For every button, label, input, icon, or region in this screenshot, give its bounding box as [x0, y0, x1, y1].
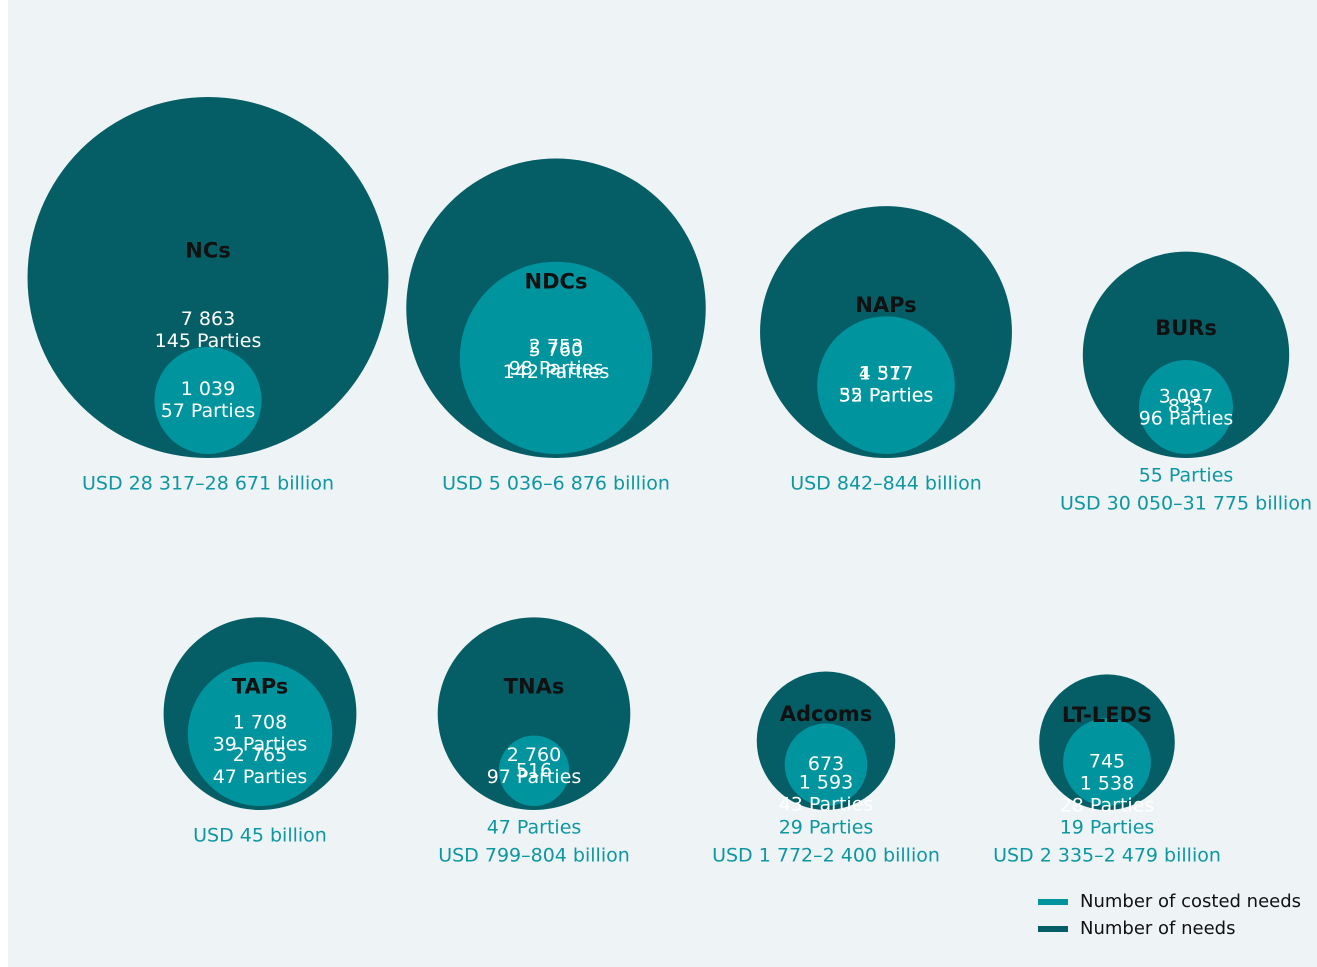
- legend-label: Number of needs: [1080, 918, 1235, 939]
- needs-label: 7 863: [181, 308, 235, 330]
- legend-swatch: [1038, 899, 1068, 905]
- cost-label: USD 799–804 billion: [438, 845, 630, 867]
- costed-bubble: [187, 661, 333, 807]
- needs-bubble: [27, 97, 389, 459]
- costed-bubble: [817, 316, 955, 454]
- needs-label: 3 097: [1159, 385, 1213, 407]
- costed-bubble: [498, 735, 570, 806]
- needs-label: 4 317: [859, 363, 913, 385]
- needs-label: 2 760: [507, 744, 561, 766]
- costed-label: 1 708: [233, 711, 287, 733]
- costed-parties: 57 Parties: [161, 400, 256, 422]
- costed-parties: 55 Parties: [1139, 465, 1234, 487]
- cost-label: USD 45 billion: [193, 825, 327, 847]
- category-title: NAPs: [855, 293, 916, 317]
- cost-label: USD 30 050–31 775 billion: [1060, 493, 1312, 515]
- costed-label: 1 039: [181, 378, 235, 400]
- costed-bubble: [459, 261, 653, 454]
- needs-label: 5 760: [529, 339, 583, 361]
- needs-bubble: [1082, 251, 1290, 458]
- costed-label: 835: [1168, 396, 1204, 418]
- needs-parties: 97 Parties: [487, 766, 582, 788]
- category-title: LT-LEDS: [1062, 703, 1152, 727]
- costed-label: 516: [516, 759, 552, 781]
- needs-parties: 47 Parties: [213, 766, 308, 788]
- costed-label: 745: [1089, 751, 1125, 773]
- costed-bubble: [784, 723, 868, 806]
- costed-bubble: [1063, 718, 1151, 806]
- cost-label: USD 28 317–28 671 billion: [82, 473, 334, 495]
- category-title: NCs: [185, 239, 231, 263]
- needs-parties: 142 Parties: [503, 361, 610, 383]
- cost-label: USD 2 335–2 479 billion: [993, 845, 1221, 867]
- costed-label: 673: [808, 753, 844, 775]
- legend-swatch: [1038, 926, 1068, 932]
- costed-bubble: [154, 346, 262, 454]
- needs-parties: 96 Parties: [1139, 407, 1234, 429]
- costed-parties: 35 Parties: [839, 385, 934, 407]
- needs-parties: 43 Parties: [779, 793, 874, 815]
- category-title: BURs: [1155, 316, 1217, 340]
- cost-label: USD 5 036–6 876 billion: [442, 473, 670, 495]
- category-title: NDCs: [525, 269, 588, 293]
- category-title: Adcoms: [780, 702, 873, 726]
- legend-label: Number of costed needs: [1080, 891, 1301, 912]
- costed-parties: 39 Parties: [213, 733, 308, 755]
- needs-parties: 145 Parties: [155, 330, 262, 352]
- needs-bubble: [437, 617, 631, 810]
- category-title: TNAs: [504, 675, 565, 699]
- costed-parties: 19 Parties: [1060, 817, 1155, 839]
- needs-label: 1 593: [799, 771, 853, 793]
- costed-label: 2 753: [529, 335, 583, 357]
- needs-label: 1 538: [1080, 773, 1134, 795]
- needs-parties: 52 Parties: [839, 385, 934, 407]
- needs-label: 2 765: [233, 744, 287, 766]
- cost-label: USD 1 772–2 400 billion: [712, 845, 940, 867]
- costed-parties: 98 Parties: [509, 357, 604, 379]
- cost-label: USD 842–844 billion: [790, 473, 982, 495]
- needs-parties: 28 Parties: [1060, 795, 1155, 817]
- costed-parties: 29 Parties: [779, 817, 874, 839]
- costed-bubble: [1139, 360, 1233, 454]
- costed-parties: 47 Parties: [487, 817, 582, 839]
- category-title: TAPs: [232, 675, 288, 699]
- costed-label: 1 577: [859, 363, 913, 385]
